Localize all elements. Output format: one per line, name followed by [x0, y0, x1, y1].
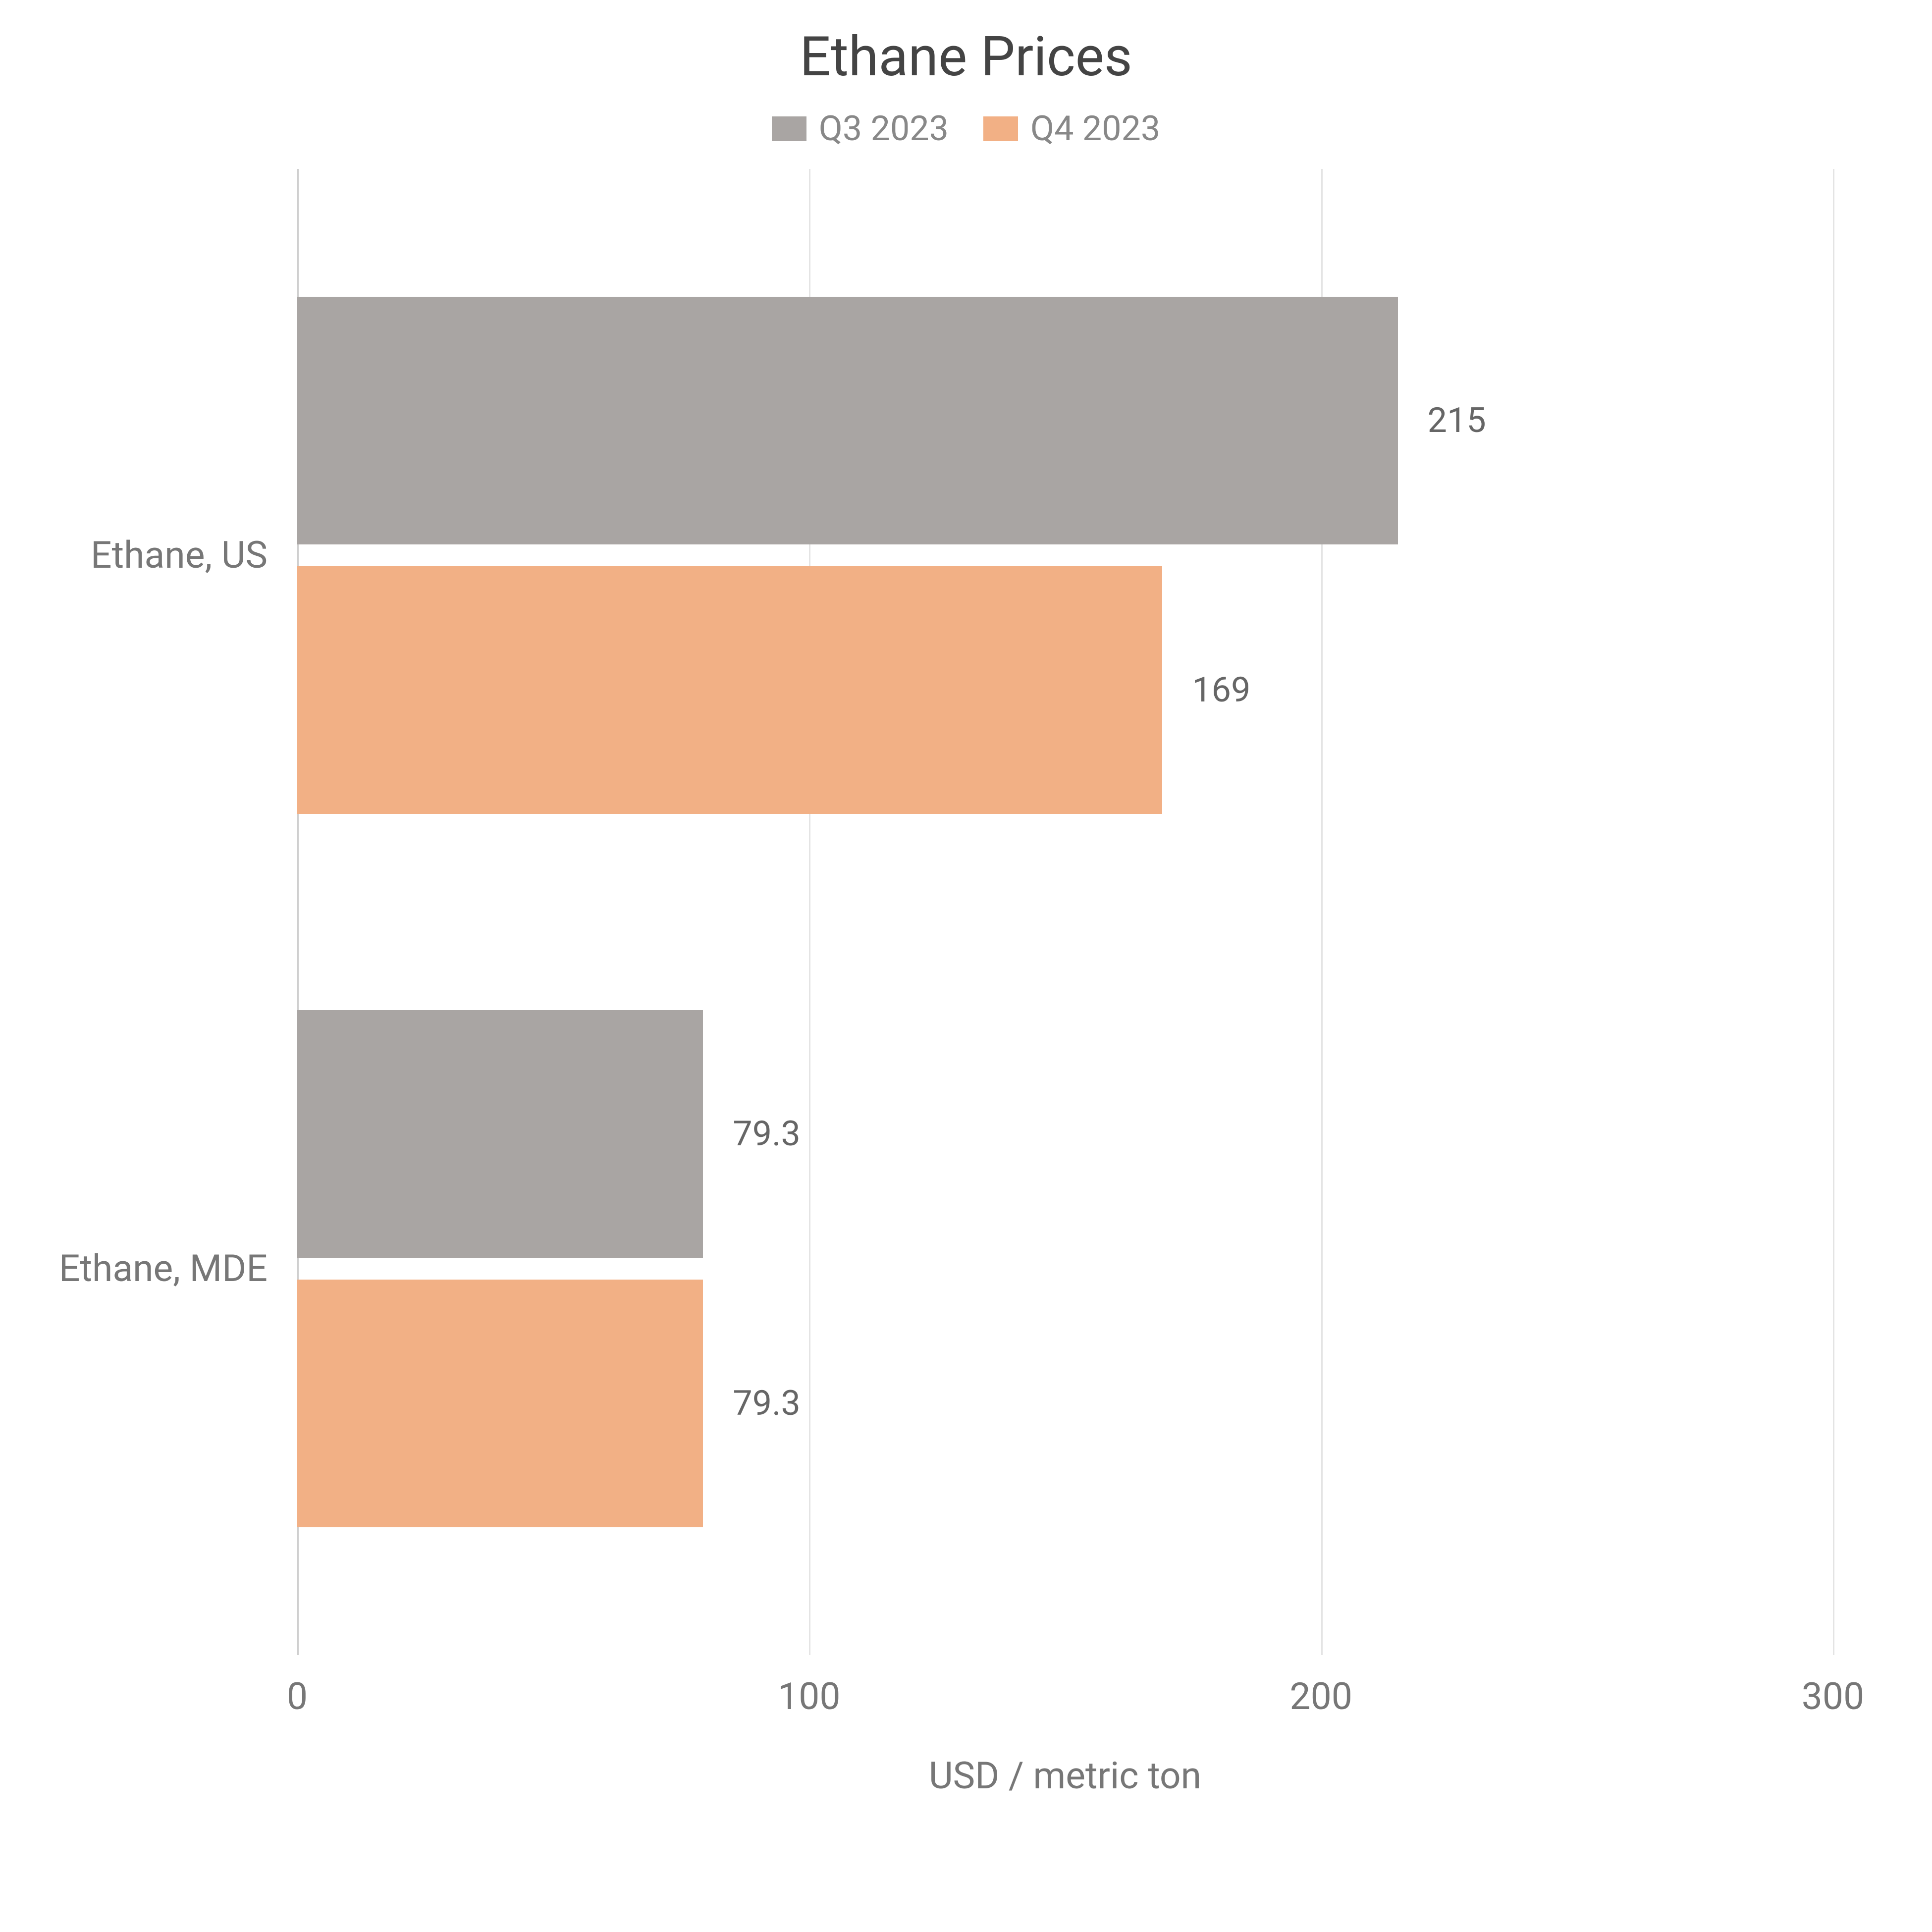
y-category-label: Ethane, MDE — [59, 1247, 297, 1290]
bar-fill: 79.3 — [297, 1280, 703, 1527]
x-tick-label: 200 — [1289, 1655, 1352, 1718]
bar-fill: 215 — [297, 297, 1398, 544]
chart-container: Ethane Prices Q3 2023Q4 2023 0100200300U… — [0, 0, 1932, 1932]
bar-value-label: 215 — [1398, 400, 1486, 441]
x-tick-label: 0 — [287, 1655, 308, 1718]
bar: 79.3 — [297, 1280, 1833, 1527]
bar-fill: 79.3 — [297, 1010, 703, 1258]
x-tick-label: 300 — [1802, 1655, 1864, 1718]
y-category-label: Ethane, US — [91, 534, 297, 577]
bar: 169 — [297, 566, 1833, 814]
x-axis-label: USD / metric ton — [929, 1655, 1201, 1798]
bar: 215 — [297, 297, 1833, 544]
legend-item: Q4 2023 — [983, 108, 1160, 149]
legend-swatch — [983, 116, 1018, 141]
plot-area: 0100200300USD / metric tonEthane, US2151… — [297, 169, 1833, 1655]
legend-swatch — [772, 116, 806, 141]
bar-value-label: 79.3 — [703, 1114, 800, 1154]
chart-title: Ethane Prices — [50, 25, 1882, 89]
bar: 79.3 — [297, 1010, 1833, 1258]
bar-value-label: 79.3 — [703, 1383, 800, 1424]
legend-label: Q3 2023 — [819, 108, 949, 149]
legend-item: Q3 2023 — [772, 108, 949, 149]
x-tick-label: 100 — [778, 1655, 840, 1718]
grid-line — [1833, 169, 1834, 1655]
bar-fill: 169 — [297, 566, 1162, 814]
bar-value-label: 169 — [1162, 670, 1250, 710]
legend: Q3 2023 Q4 2023 — [50, 108, 1882, 149]
legend-label: Q4 2023 — [1030, 108, 1160, 149]
